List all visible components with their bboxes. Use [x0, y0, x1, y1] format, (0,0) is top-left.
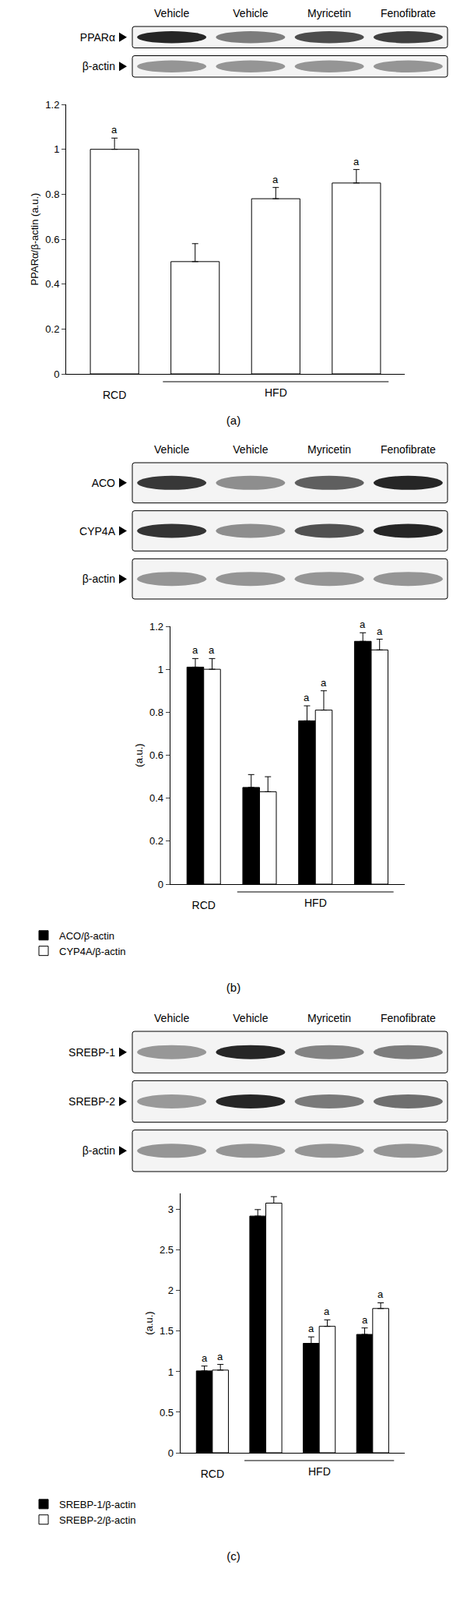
svg-text:2: 2 [168, 1283, 174, 1296]
svg-text:ACO/β-actin: ACO/β-actin [59, 929, 115, 942]
svg-text:SREBP-2/β-actin: SREBP-2/β-actin [59, 1513, 137, 1525]
svg-text:HFD: HFD [304, 895, 327, 909]
svg-text:0.5: 0.5 [159, 1405, 174, 1418]
html-text:(b): (b) [226, 979, 241, 994]
svg-text:RCD: RCD [192, 898, 216, 911]
html-text:(c): (c) [226, 1548, 241, 1562]
svg-text:Vehicle: Vehicle [154, 7, 190, 20]
svg-text:0.6: 0.6 [149, 748, 164, 761]
svg-text:0: 0 [53, 368, 60, 380]
svg-text:a: a [111, 123, 118, 136]
svg-text:a: a [201, 1351, 208, 1363]
svg-text:0.6: 0.6 [45, 233, 60, 246]
svg-text:Vehicle: Vehicle [154, 1011, 190, 1024]
svg-text:CYP4A: CYP4A [79, 524, 116, 538]
svg-text:Fenofibrate: Fenofibrate [380, 1011, 436, 1024]
svg-text:HFD: HFD [308, 1464, 331, 1477]
svg-text:3: 3 [168, 1202, 174, 1215]
svg-text:β-actin: β-actin [82, 572, 116, 585]
svg-text:CYP4A/β-actin: CYP4A/β-actin [59, 944, 127, 957]
svg-text:ACO: ACO [91, 476, 116, 489]
svg-text:Fenofibrate: Fenofibrate [380, 442, 436, 456]
svg-text:a: a [377, 1287, 384, 1300]
svg-text:a: a [353, 155, 360, 168]
svg-text:a: a [217, 1349, 224, 1362]
svg-text:a: a [208, 643, 215, 656]
svg-text:a: a [192, 643, 199, 656]
svg-text:RCD: RCD [102, 388, 127, 401]
svg-text:0: 0 [168, 1446, 174, 1458]
svg-text:a: a [272, 173, 279, 186]
svg-text:SREBP-2: SREBP-2 [68, 1094, 116, 1107]
svg-text:Vehicle: Vehicle [232, 442, 268, 456]
svg-text:(a.u.): (a.u.) [133, 742, 145, 766]
svg-text:a: a [308, 1321, 315, 1334]
svg-text:a: a [376, 625, 383, 637]
svg-text:a: a [323, 1304, 331, 1317]
svg-text:Myricetin: Myricetin [307, 7, 352, 20]
svg-text:Myricetin: Myricetin [307, 442, 352, 456]
html-text:(a): (a) [226, 413, 241, 427]
svg-text:1: 1 [158, 663, 164, 675]
svg-text:HFD: HFD [264, 386, 288, 399]
svg-text:0.4: 0.4 [45, 277, 60, 290]
svg-text:Vehicle: Vehicle [232, 1011, 268, 1024]
svg-text:SREBP-1: SREBP-1 [68, 1045, 116, 1058]
svg-text:a: a [303, 691, 310, 703]
svg-text:1: 1 [53, 143, 60, 155]
svg-text:Myricetin: Myricetin [307, 1011, 352, 1024]
svg-text:RCD: RCD [200, 1466, 225, 1479]
svg-text:0.8: 0.8 [45, 188, 60, 201]
svg-text:0.4: 0.4 [149, 791, 164, 804]
svg-text:0: 0 [158, 877, 164, 890]
svg-text:β-actin: β-actin [82, 1143, 116, 1156]
svg-text:1.5: 1.5 [159, 1323, 174, 1336]
svg-text:1: 1 [168, 1364, 174, 1377]
svg-text:Vehicle: Vehicle [154, 442, 190, 456]
svg-text:a: a [361, 1313, 369, 1325]
svg-text:β-actin: β-actin [82, 59, 116, 73]
svg-text:2.5: 2.5 [159, 1242, 174, 1255]
svg-text:0.8: 0.8 [149, 705, 164, 718]
svg-text:PPARα: PPARα [80, 31, 116, 44]
svg-text:1.2: 1.2 [45, 98, 60, 111]
svg-text:0.2: 0.2 [45, 323, 60, 335]
svg-text:SREBP-1/β-actin: SREBP-1/β-actin [59, 1497, 137, 1510]
svg-text:(a.u.): (a.u.) [143, 1309, 155, 1334]
svg-text:Fenofibrate: Fenofibrate [380, 7, 436, 20]
svg-text:a: a [320, 676, 327, 689]
svg-text:1.2: 1.2 [149, 620, 164, 633]
svg-text:0.2: 0.2 [149, 834, 164, 847]
svg-text:a: a [359, 617, 366, 630]
svg-text:Vehicle: Vehicle [232, 7, 268, 20]
svg-text:PPARα/β-actin (a.u.): PPARα/β-actin (a.u.) [28, 193, 41, 286]
